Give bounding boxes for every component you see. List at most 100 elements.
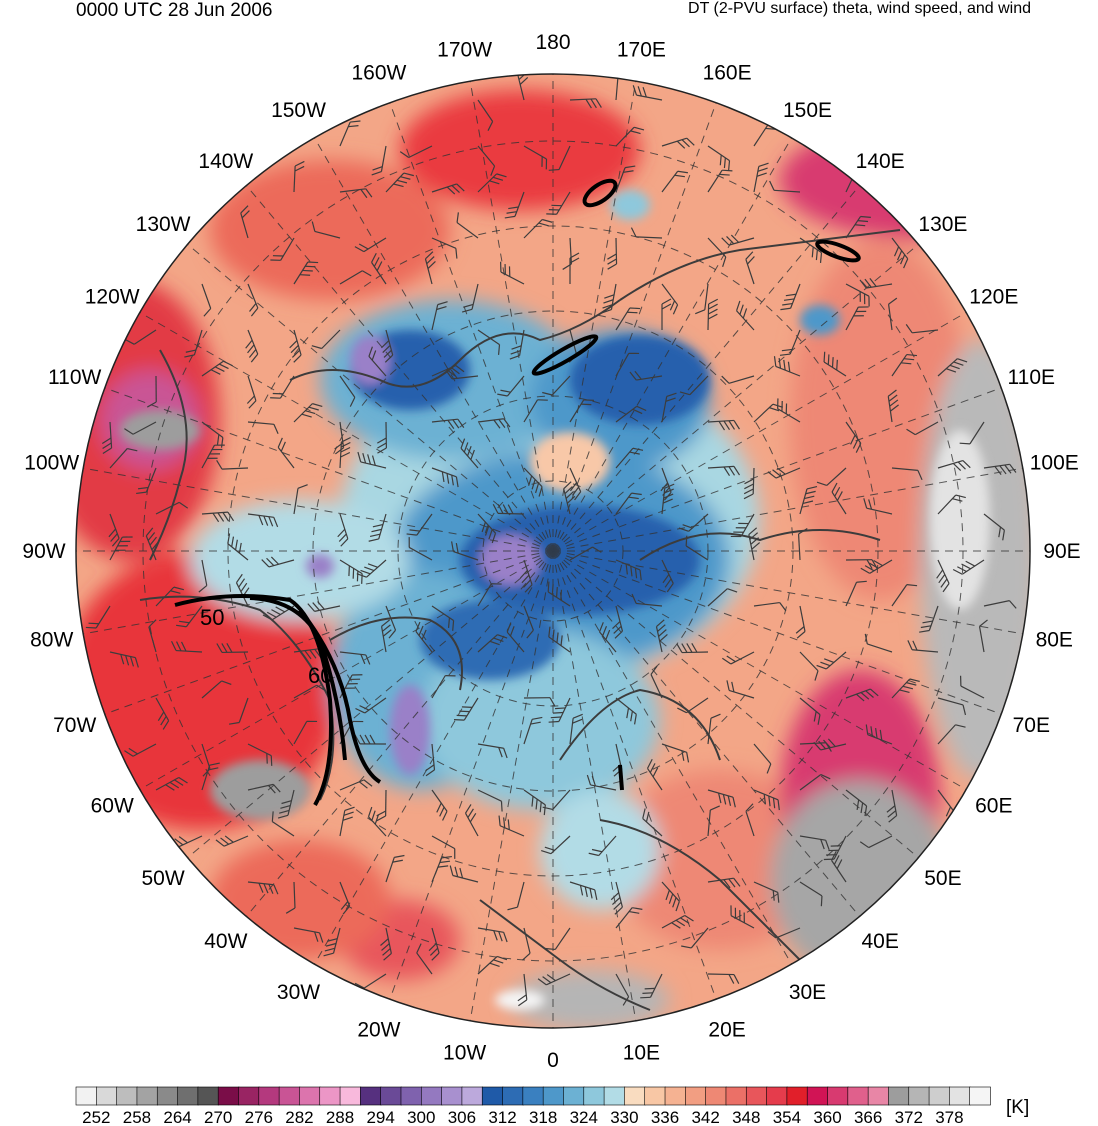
wind-barb <box>339 188 373 199</box>
wind-barb <box>380 927 392 961</box>
wind-barb <box>380 619 392 653</box>
colorbar-tick-label: 336 <box>651 1108 679 1126</box>
wind-barb <box>339 881 351 915</box>
wind-barb <box>735 300 755 331</box>
wind-barb <box>548 626 571 653</box>
colorbar-swatch <box>969 1086 991 1106</box>
colorbar-tick-label: 378 <box>935 1108 963 1126</box>
wind-barb <box>887 389 899 423</box>
wind-barb <box>823 351 847 377</box>
meridian-line <box>552 550 860 917</box>
wind-barb <box>109 447 138 469</box>
meridian-line <box>246 550 554 917</box>
wind-barb <box>229 697 249 725</box>
wind-barb <box>937 494 966 515</box>
colorbar-swatch <box>888 1086 910 1106</box>
wind-barb <box>171 641 203 653</box>
wind-barb <box>451 541 479 561</box>
wind-barb <box>661 743 690 763</box>
wind-barb <box>385 854 405 883</box>
wind-barb <box>155 501 189 515</box>
colorbar-swatch <box>177 1086 199 1106</box>
wind-barb <box>753 789 780 811</box>
wind-barb <box>569 546 602 561</box>
lon-label: 30E <box>789 981 826 1004</box>
lon-label: 130W <box>136 213 191 236</box>
wind-barb <box>456 212 479 239</box>
wind-barb <box>541 835 571 855</box>
colorbar-tick-label: 354 <box>773 1108 801 1126</box>
jet-contours <box>174 178 861 806</box>
wind-barb <box>500 261 525 285</box>
lon-label: 120E <box>969 286 1018 309</box>
colorbar-tick-label: 312 <box>488 1108 516 1126</box>
wind-barb <box>886 789 898 823</box>
wind-barb <box>937 358 968 377</box>
wind-barb <box>615 697 637 725</box>
wind-barb <box>155 697 170 730</box>
wind-barb <box>492 503 525 515</box>
meridian-line <box>552 550 967 790</box>
wind-barb <box>377 421 387 454</box>
wind-barb <box>845 580 867 607</box>
colorbar-tick-label: 252 <box>82 1108 110 1126</box>
wind-barb <box>124 421 157 435</box>
wind-barb <box>952 559 985 575</box>
wind-barb <box>743 467 755 500</box>
wind-barb <box>721 651 755 665</box>
wind-barb <box>845 283 870 307</box>
wind-barb <box>519 559 533 593</box>
wind-barb <box>816 467 847 487</box>
wind-barb <box>615 907 643 929</box>
colorbar-swatch <box>420 1086 443 1106</box>
lon-label: 80W <box>30 628 73 651</box>
colorbar-swatch <box>949 1086 971 1106</box>
wind-barb <box>497 375 525 397</box>
wind-barb <box>464 804 479 837</box>
colorbar-tick-label: 294 <box>366 1108 394 1126</box>
wind-barb <box>799 237 823 263</box>
wind-barb <box>247 881 279 895</box>
wind-barb <box>517 973 528 1007</box>
wind-barb <box>431 301 448 331</box>
colorbar-swatch <box>542 1086 565 1106</box>
colorbar-swatch <box>786 1086 809 1106</box>
wind-barb <box>676 643 709 654</box>
wind-barb <box>548 697 571 723</box>
wind-barb <box>431 835 456 859</box>
wind-barb <box>108 513 120 547</box>
wind-barb <box>240 205 250 239</box>
colorbar-swatch <box>400 1086 423 1106</box>
wind-barb <box>615 405 647 423</box>
lon-label: 160W <box>351 62 406 85</box>
wind-barb <box>773 356 801 377</box>
wind-barb <box>661 298 672 331</box>
wind-barb <box>148 619 157 653</box>
meridian-line <box>552 185 860 552</box>
wind-barb <box>661 283 679 315</box>
colorbar-swatch <box>197 1086 219 1106</box>
wind-barb <box>795 605 806 639</box>
wind-barb <box>354 734 387 745</box>
wind-barb <box>681 927 709 949</box>
meridian-line <box>552 244 919 552</box>
wind-barb <box>339 270 372 285</box>
meridian-line <box>552 550 717 1000</box>
wind-barb <box>797 528 808 561</box>
wind-barb <box>431 789 448 821</box>
meridian-line <box>246 185 554 552</box>
wind-barb <box>767 927 801 939</box>
wind-barb <box>937 459 971 472</box>
colorbar-swatch <box>908 1086 930 1106</box>
colorbar-swatch <box>75 1086 98 1106</box>
colorbar-tick-label: 360 <box>813 1108 841 1126</box>
wind-barb <box>607 237 618 270</box>
lon-label: 140W <box>198 150 253 173</box>
wind-barb <box>101 421 113 454</box>
wind-barb <box>707 973 740 984</box>
lon-label: 0 <box>547 1049 559 1072</box>
wind-barb <box>406 513 433 536</box>
wind-barb <box>339 651 371 665</box>
wind-barb <box>246 375 257 409</box>
wind-barb <box>449 865 479 883</box>
